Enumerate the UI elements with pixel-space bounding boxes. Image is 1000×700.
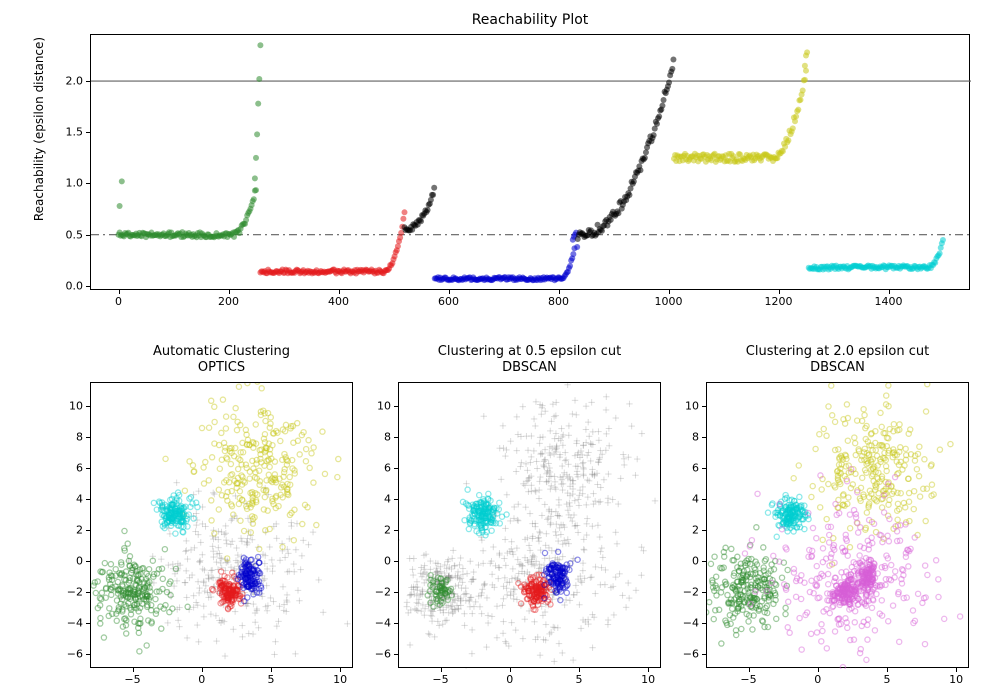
panel-title-line2: DBSCAN xyxy=(502,360,557,375)
ytick-label: 2 xyxy=(76,523,83,536)
panel-title-line2: DBSCAN xyxy=(810,360,865,375)
scatter-series-br-olive-olive xyxy=(791,382,953,567)
scatter-axes-bl-svg xyxy=(91,383,352,667)
ytick-label: 8 xyxy=(384,431,391,444)
ytick-label: 10 xyxy=(377,400,391,413)
scatter-axes-br: −50510−6−4−20246810 xyxy=(706,382,969,668)
xtick-label: 0 xyxy=(506,673,513,686)
ytick-label: 10 xyxy=(69,400,83,413)
ytick-label: 1.0 xyxy=(66,177,84,190)
ytick-label: −2 xyxy=(375,585,391,598)
scatter-series-bl-olive-olive xyxy=(163,356,341,561)
scatter-series-br-cyan-cyan xyxy=(765,492,811,539)
ytick-label: 1.5 xyxy=(66,126,84,139)
ytick-label: 8 xyxy=(76,431,83,444)
ytick-label: −4 xyxy=(67,616,83,629)
reachability-series-black xyxy=(402,185,438,234)
scatter-series-br-green-green xyxy=(694,525,790,646)
scatter-axes-br-svg xyxy=(707,383,968,667)
xtick-label: 800 xyxy=(548,295,569,308)
reachability-title: Reachability Plot xyxy=(90,12,970,28)
xtick-label: −5 xyxy=(432,673,448,686)
xtick-label: 200 xyxy=(218,295,239,308)
ytick-label: 2.0 xyxy=(66,75,84,88)
ytick-label: 4 xyxy=(384,492,391,505)
ytick-label: −2 xyxy=(67,585,83,598)
xtick-label: 10 xyxy=(949,673,963,686)
xtick-label: −5 xyxy=(124,673,140,686)
xtick-label: 400 xyxy=(328,295,349,308)
xtick-label: 1200 xyxy=(765,295,793,308)
panel-title-bm: Clustering at 0.5 epsilon cutDBSCAN xyxy=(398,344,661,377)
ytick-label: 0.5 xyxy=(66,228,84,241)
xtick-label: 600 xyxy=(438,295,459,308)
xtick-label: 1400 xyxy=(875,295,903,308)
scatter-series-bl-cyan-cyan xyxy=(151,490,200,536)
ytick-label: 0 xyxy=(76,554,83,567)
xtick-label: 10 xyxy=(641,673,655,686)
xtick-label: 10 xyxy=(333,673,347,686)
panel-title-br: Clustering at 2.0 epsilon cutDBSCAN xyxy=(706,344,969,377)
scatter-series-bm-olive-noise xyxy=(463,377,645,554)
xtick-label: 0 xyxy=(198,673,205,686)
reachability-series-red xyxy=(257,209,407,276)
ytick-label: −2 xyxy=(683,585,699,598)
xtick-label: 0 xyxy=(115,295,122,308)
panel-title-line1: Clustering at 2.0 epsilon cut xyxy=(746,344,929,359)
panel-title-bl: Automatic ClusteringOPTICS xyxy=(90,344,353,377)
reachability-series-black xyxy=(575,57,677,242)
ytick-label: 4 xyxy=(76,492,83,505)
ytick-label: 6 xyxy=(76,462,83,475)
ytick-label: 0 xyxy=(692,554,699,567)
panel-title-line1: Automatic Clustering xyxy=(153,344,290,359)
reachability-series-blue xyxy=(432,230,580,284)
ytick-label: 0 xyxy=(384,554,391,567)
reachability-axes-svg xyxy=(91,35,969,289)
xtick-label: 1000 xyxy=(655,295,683,308)
scatter-series-bl-green-green xyxy=(80,528,191,654)
panel-title-line2: OPTICS xyxy=(198,360,245,375)
ytick-label: −4 xyxy=(683,616,699,629)
panel-title-line1: Clustering at 0.5 epsilon cut xyxy=(438,344,621,359)
ytick-label: −6 xyxy=(375,647,391,660)
reachability-axes: 02004006008001000120014000.00.51.01.52.0 xyxy=(90,34,970,290)
ytick-label: 2 xyxy=(384,523,391,536)
reachability-series-olive xyxy=(671,49,810,164)
xtick-label: 5 xyxy=(575,673,582,686)
xtick-label: 5 xyxy=(267,673,274,686)
ytick-label: 2 xyxy=(692,523,699,536)
ytick-label: −4 xyxy=(375,616,391,629)
figure: 02004006008001000120014000.00.51.01.52.0… xyxy=(0,0,1000,700)
scatter-series-bm-cyan-cyan xyxy=(460,487,509,538)
scatter-axes-bm: −50510−6−4−20246810 xyxy=(398,382,661,668)
ytick-label: 8 xyxy=(692,431,699,444)
ytick-label: 10 xyxy=(685,400,699,413)
ytick-label: 0.0 xyxy=(66,279,84,292)
ytick-label: −6 xyxy=(67,647,83,660)
scatter-axes-bl: −50510−6−4−20246810 xyxy=(90,382,353,668)
reachability-series-green xyxy=(116,42,264,240)
scatter-axes-bm-svg xyxy=(399,383,660,667)
reachability-series-cyan xyxy=(806,237,946,273)
xtick-label: 0 xyxy=(814,673,821,686)
ytick-label: 6 xyxy=(384,462,391,475)
ytick-label: 6 xyxy=(692,462,699,475)
ytick-label: 4 xyxy=(692,492,699,505)
ytick-label: −6 xyxy=(683,647,699,660)
xtick-label: 5 xyxy=(883,673,890,686)
reachability-ylabel: Reachability (epsilon distance) xyxy=(32,1,46,257)
xtick-label: −5 xyxy=(740,673,756,686)
